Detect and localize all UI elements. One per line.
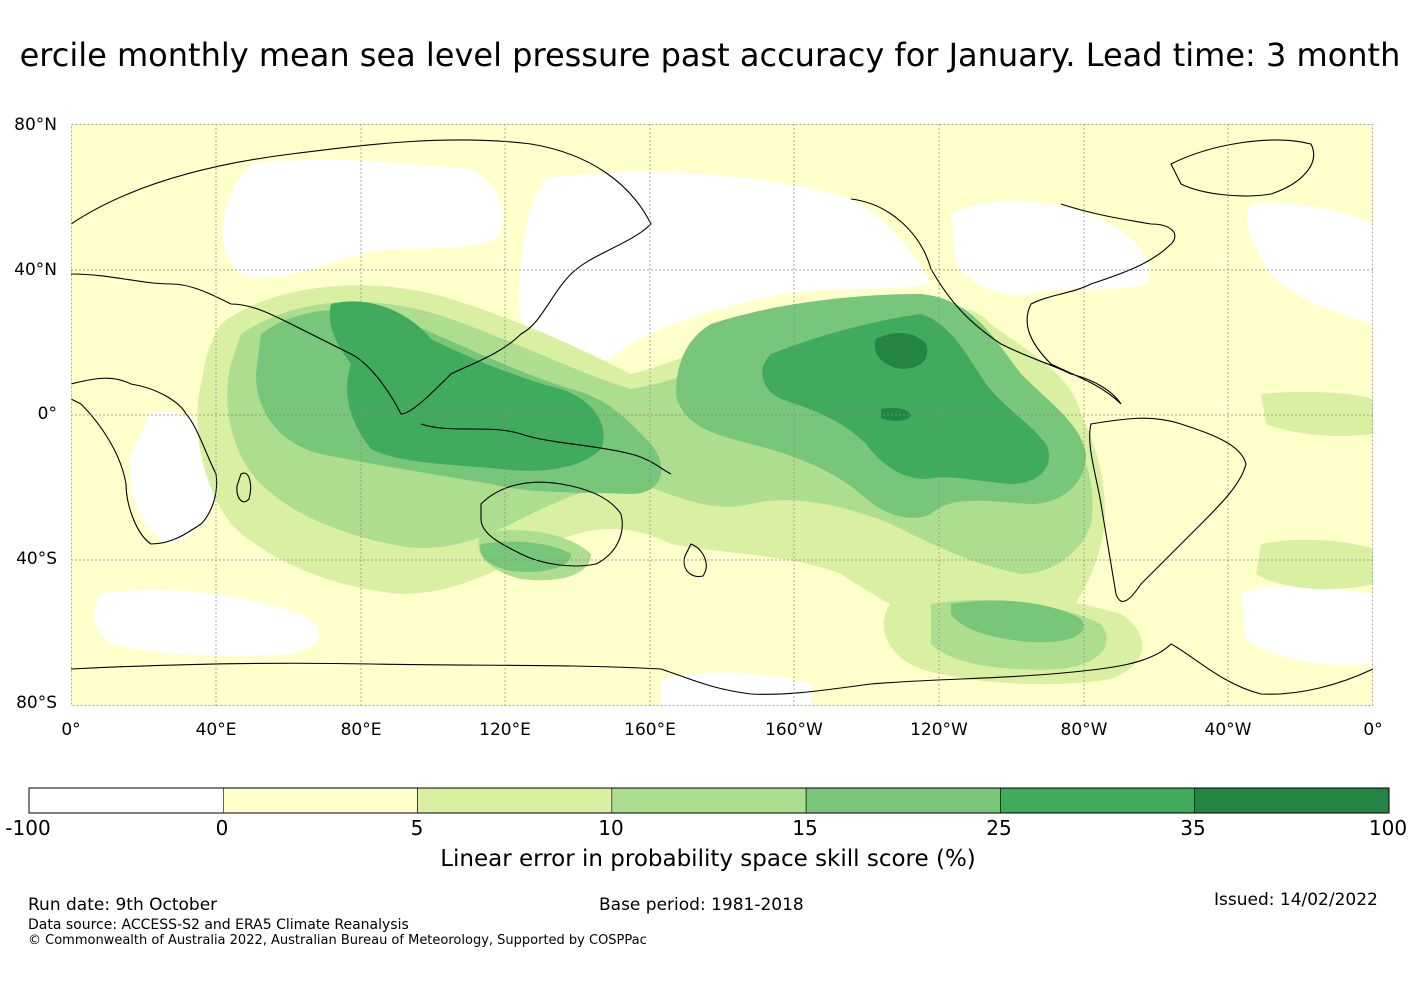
map-title: ercile monthly mean sea level pressure p… [19, 36, 1401, 74]
colorbar-tick-label: 100 [1368, 816, 1408, 840]
colorbar-segment-6 [1194, 787, 1390, 814]
africa-negative-area [130, 411, 221, 544]
base-period: Base period: 1981-2018 [599, 895, 804, 915]
colorbar-segment-5 [1000, 787, 1196, 814]
colorbar-tick-label: 10 [598, 816, 624, 840]
coastlines [71, 139, 1373, 695]
lon-label-120e: 120°E [479, 720, 531, 740]
colorbar-segment-4 [805, 787, 1001, 814]
eurasia-negative-area [222, 159, 503, 278]
skill-25-35-areas [329, 301, 1050, 484]
lon-label-160w: 160°W [765, 720, 823, 740]
colorbar-segment-3 [611, 787, 807, 814]
colorbar-label: Linear error in probability space skill … [440, 846, 976, 872]
colorbar-frame [28, 787, 1390, 814]
north-america-coastline [850, 198, 1176, 405]
greenland-coastline [1170, 139, 1315, 197]
antarctica-coastline [71, 643, 1373, 695]
colorbar-segment-2 [417, 787, 613, 814]
gridlines [71, 124, 1373, 706]
lon-label-160e: 160°E [624, 720, 676, 740]
antarctica-negative-area [661, 672, 811, 706]
lon-label-80e: 80°E [340, 720, 382, 740]
lat-label-40n: 40°N [14, 260, 57, 280]
madagascar-coastline [236, 472, 252, 503]
north-atlantic-negative-area [1247, 203, 1373, 324]
data-source: Data source: ACCESS-S2 and ERA5 Climate … [28, 917, 409, 933]
skill-score-map [71, 124, 1373, 706]
new-zealand-coastline [683, 543, 707, 578]
run-date: Run date: 9th October [28, 895, 218, 915]
colorbar-tick-label: 5 [410, 816, 424, 840]
lon-label-40w: 40°W [1204, 720, 1252, 740]
lat-label-40s: 40°S [16, 549, 57, 569]
colorbar-tick-label: 15 [792, 816, 818, 840]
australia-coastline [480, 481, 623, 567]
negative-skill-areas [94, 159, 1373, 706]
colorbar-tick-label: -100 [5, 816, 51, 840]
africa-coastline [71, 377, 218, 545]
lat-label-80s: 80°S [16, 693, 57, 713]
lat-label-80n: 80°N [14, 115, 57, 135]
colorbar-tick-label: 35 [1180, 816, 1206, 840]
lon-label-0: 0° [61, 720, 81, 740]
south-america-coastline [1089, 417, 1247, 602]
north-america-negative-area [951, 201, 1149, 295]
colorbar-segment-0 [28, 787, 224, 814]
colorbar-tick-label: 25 [986, 816, 1012, 840]
lon-label-80w: 80°W [1060, 720, 1108, 740]
lon-label-0-right: 0° [1363, 720, 1383, 740]
lon-label-40e: 40°E [195, 720, 237, 740]
south-indian-negative-area [94, 590, 320, 656]
issued-date: Issued: 14/02/2022 [1214, 890, 1378, 910]
colorbar-tick-label: 0 [215, 816, 229, 840]
north-pacific-negative-area [519, 171, 931, 372]
south-atlantic-negative-area [1241, 586, 1373, 666]
copyright: © Commonwealth of Australia 2022, Austra… [28, 933, 647, 948]
lat-label-0: 0° [37, 404, 57, 424]
skill-35-100-areas [874, 332, 928, 421]
eurasia-coastline [71, 139, 652, 415]
lon-label-120w: 120°W [910, 720, 968, 740]
colorbar [28, 787, 1390, 814]
map-frame [71, 124, 1373, 706]
colorbar-segment-1 [222, 787, 418, 814]
